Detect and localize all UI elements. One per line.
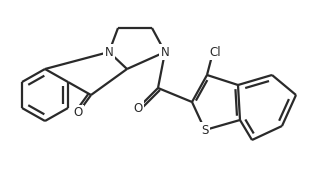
Text: O: O — [73, 106, 82, 119]
Text: S: S — [201, 124, 209, 137]
Text: Cl: Cl — [209, 45, 221, 58]
Text: N: N — [105, 45, 113, 58]
Text: N: N — [161, 45, 169, 58]
Text: O: O — [133, 102, 143, 115]
